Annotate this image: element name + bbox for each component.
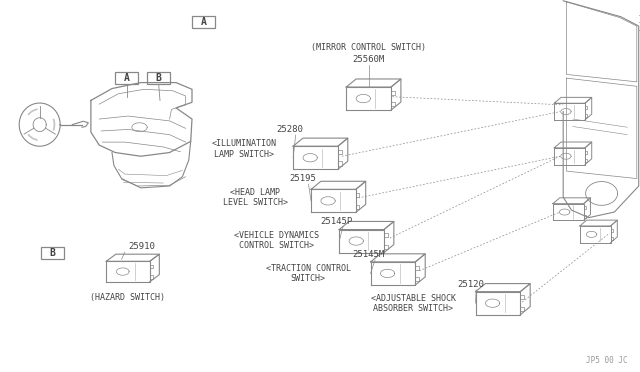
Text: <ILLUMINATION
LAMP SWITCH>: <ILLUMINATION LAMP SWITCH> — [211, 140, 276, 159]
Text: (MIRROR CONTROL SWITCH): (MIRROR CONTROL SWITCH) — [311, 43, 426, 52]
Text: <VEHICLE DYNAMICS
CONTROL SWITCH>: <VEHICLE DYNAMICS CONTROL SWITCH> — [234, 231, 319, 250]
Text: B: B — [49, 248, 56, 258]
Text: (HAZARD SWITCH): (HAZARD SWITCH) — [90, 293, 166, 302]
Text: <ADJUSTABLE SHOCK
ABSORBER SWITCH>: <ADJUSTABLE SHOCK ABSORBER SWITCH> — [371, 294, 456, 313]
Text: A: A — [124, 73, 130, 83]
Text: A: A — [200, 17, 207, 27]
Text: B: B — [156, 73, 162, 83]
Text: JP5 00 JC: JP5 00 JC — [586, 356, 627, 365]
Text: 25145M: 25145M — [352, 250, 384, 259]
Text: 25145P: 25145P — [320, 217, 352, 226]
Text: 25560M: 25560M — [353, 55, 385, 64]
Text: 25280: 25280 — [276, 125, 303, 134]
Text: 25910: 25910 — [128, 242, 155, 251]
Text: 25195: 25195 — [289, 174, 316, 183]
Text: 25120: 25120 — [457, 280, 484, 289]
Text: <TRACTION CONTROL
SWITCH>: <TRACTION CONTROL SWITCH> — [266, 264, 351, 283]
Text: <HEAD LAMP
LEVEL SWITCH>: <HEAD LAMP LEVEL SWITCH> — [223, 188, 288, 207]
